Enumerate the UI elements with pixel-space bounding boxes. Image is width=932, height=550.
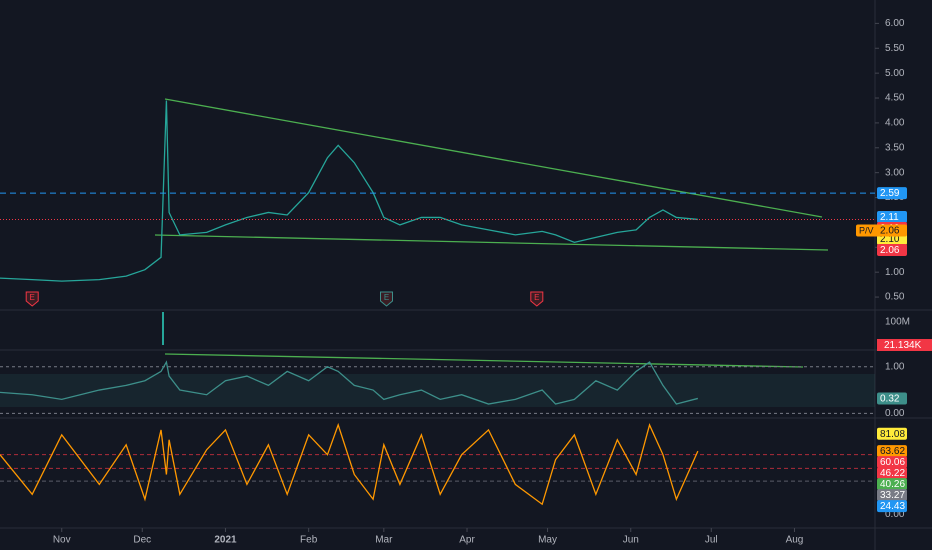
price-badge-bg [877,210,907,223]
y-tick-label: 4.50 [885,93,905,104]
x-tick-label: Feb [300,535,318,546]
earnings-marker [530,291,544,307]
x-tick-label: Apr [459,535,475,546]
price-badge-bg [877,456,907,469]
oscillator-line [0,422,699,506]
indicator-line [0,360,699,405]
price-badge: 0.32 [880,394,900,405]
price-badge: 46.22 [880,468,905,479]
price-badge-bg [877,467,907,480]
price-badge: 33.27 [880,490,905,501]
y-tick-label: 1.00 [885,361,905,372]
earnings-label: E [30,293,35,302]
price-badge-bg [877,427,907,440]
x-tick-label: Mar [375,535,393,546]
y-tick-label: 5.00 [885,68,905,79]
volume-badge: 21.134K [884,340,922,351]
earnings-marker [380,291,394,307]
earnings-marker [25,291,39,307]
trendline [164,98,823,218]
earnings-label: E [384,293,389,302]
price-badge: 81.08 [880,429,905,440]
price-badge-bg [877,478,907,491]
earnings-label: E [534,293,539,302]
y-tick-label: 0.50 [885,292,905,303]
price-badge: 2.11 [880,212,899,223]
y-tick-label: 0.00 [885,408,905,419]
volume-badge-bg [877,339,932,351]
price-badge: 40.26 [880,479,905,490]
x-tick-label: Jun [623,535,639,546]
x-tick-label: Jul [705,535,718,546]
price-badge: 60.06 [880,457,905,468]
price-badge-bg [877,243,907,256]
price-badge: 24.43 [880,501,905,512]
x-tick-label: May [538,535,557,546]
indicator-band [0,374,875,407]
volume-axis-label: 100M [885,317,910,328]
pv-badge-bg [856,224,907,237]
price-line [0,100,698,282]
pv-badge: 2.06 [880,226,900,237]
price-badge-bg [877,187,907,200]
y-tick-label: 3.00 [885,167,905,178]
y-tick-label: 3.50 [885,142,905,153]
trendline [154,234,829,251]
price-badge-bg [877,392,907,405]
y-tick-label: 1.00 [885,267,905,278]
y-tick-label: 0.00 [885,509,905,520]
x-tick-label: 2021 [214,535,237,546]
x-tick-label: Dec [133,535,151,546]
y-tick-label: 6.00 [885,18,905,29]
pv-badge-tag: P/V [859,225,874,235]
price-badge: 2.59 [880,188,900,199]
y-tick-label: 4.00 [885,118,905,129]
trendline [164,353,804,368]
x-tick-label: Aug [786,535,804,546]
price-badge-bg [877,445,907,458]
price-badge-bg [877,489,907,502]
price-badge-bg [877,500,907,513]
price-badge: 2.10 [880,234,900,245]
x-tick-label: Nov [53,535,71,546]
price-badge: 2.06 [880,245,900,256]
price-badge: 63.62 [880,446,905,457]
y-tick-label: 5.50 [885,43,905,54]
